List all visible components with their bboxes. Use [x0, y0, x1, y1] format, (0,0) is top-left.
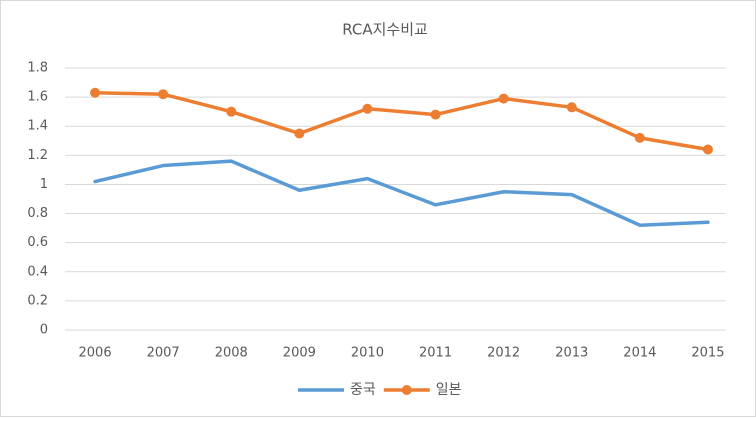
series-marker — [430, 109, 441, 120]
legend-label: 중국 — [350, 382, 376, 398]
chart-title: RCA지수비교 — [342, 21, 428, 39]
y-tick-label: 1.2 — [27, 148, 48, 163]
y-tick-label: 1 — [40, 177, 48, 192]
x-tick-label: 2015 — [691, 346, 724, 361]
y-tick-label: 0.6 — [27, 235, 48, 250]
series-marker — [498, 93, 509, 104]
series-marker — [158, 89, 169, 100]
series-line — [93, 159, 710, 227]
legend-label: 일본 — [436, 382, 462, 398]
x-tick-label: 2011 — [419, 346, 452, 361]
legend-marker — [401, 385, 412, 395]
x-tick-label: 2007 — [147, 346, 180, 361]
series-marker — [294, 128, 305, 139]
x-tick-label: 2010 — [351, 346, 384, 361]
series-marker — [702, 144, 713, 155]
y-tick-label: 1.4 — [27, 119, 48, 134]
series-marker — [90, 87, 101, 98]
series-marker — [634, 132, 645, 143]
x-tick-label: 2009 — [283, 346, 316, 361]
x-tick-label: 2013 — [555, 346, 588, 361]
y-tick-label: 1.8 — [27, 61, 48, 76]
y-tick-label: 0 — [40, 323, 48, 338]
y-tick-label: 0.2 — [27, 293, 48, 308]
series-line — [93, 90, 710, 152]
x-tick-label: 2014 — [623, 346, 656, 361]
series-marker — [566, 102, 577, 113]
series-marker — [226, 106, 237, 117]
x-tick-label: 2012 — [487, 346, 520, 361]
series-marker — [362, 103, 373, 114]
x-tick-label: 2008 — [215, 346, 248, 361]
y-tick-label: 0.4 — [27, 264, 48, 279]
x-tick-label: 2006 — [79, 346, 112, 361]
y-tick-label: 0.8 — [27, 206, 48, 221]
y-tick-label: 1.6 — [27, 90, 48, 105]
